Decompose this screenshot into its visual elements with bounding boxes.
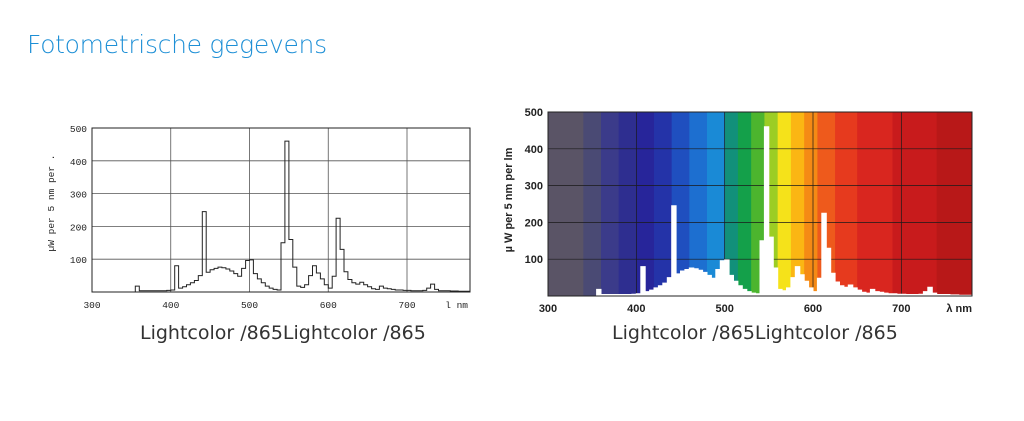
spectrum-curve <box>131 140 471 293</box>
plot-frame <box>547 111 973 297</box>
spectrum-band <box>835 112 858 296</box>
y-tick-label: 500 <box>525 107 543 119</box>
spectrum-band <box>790 112 805 296</box>
spectrum-band <box>724 112 739 296</box>
y-tick-label: 100 <box>70 255 87 266</box>
y-tick-label: 100 <box>525 254 543 266</box>
spectral-chart-monochrome: 300 400 500 600 700 l nm 100 200 300 400 500 µW per… <box>46 124 471 311</box>
y-tick-label: 400 <box>525 144 543 156</box>
spectrum-band <box>737 112 752 296</box>
spectrum-band <box>618 112 637 296</box>
x-tick-label: 500 <box>715 303 733 315</box>
spectrum-band <box>548 112 584 296</box>
y-axis-label: µW per 5 nm per . <box>46 155 57 252</box>
x-tick-label: 400 <box>627 303 645 315</box>
y-tick-label: 200 <box>70 222 87 233</box>
x-tick-label: 600 <box>804 303 822 315</box>
plot-frame <box>91 127 471 293</box>
x-tick-label: 400 <box>162 300 179 311</box>
spectrum-band <box>936 112 973 296</box>
spectrum-band <box>654 112 673 296</box>
y-tick-label: 200 <box>525 217 543 229</box>
x-tick-label: 300 <box>83 300 100 311</box>
spectrum-curve <box>592 126 973 297</box>
spectral-chart-color: 300 400 500 600 700 λ nm 100 200 300 400 500 µ W pe… <box>503 107 973 315</box>
y-tick-label: 500 <box>70 124 87 135</box>
y-axis-label: µ W per 5 nm per lm <box>503 147 515 252</box>
x-tick-label: 600 <box>320 300 337 311</box>
spectrum-band <box>601 112 620 296</box>
x-tick-label: 500 <box>241 300 258 311</box>
x-tick-label: 700 <box>892 303 910 315</box>
spectrum-band <box>689 112 708 296</box>
y-tick-label: 300 <box>70 190 87 201</box>
spectrum-band <box>707 112 726 296</box>
page-title: Fotometrische gegevens <box>27 30 327 59</box>
spectrum-band <box>892 112 938 296</box>
spectrum-band <box>857 112 893 296</box>
x-tick-label: 700 <box>398 300 415 311</box>
spectrum-band <box>636 112 655 296</box>
chart-caption-right: Lightcolor /865Lightcolor /865 <box>612 322 898 344</box>
spectrum-band <box>777 112 792 296</box>
y-tick-label: 300 <box>525 181 543 193</box>
x-axis-unit: l nm <box>445 300 468 311</box>
x-axis-unit: λ nm <box>946 303 972 315</box>
spectrum-band <box>583 112 602 296</box>
spectrum-band <box>804 112 818 296</box>
chart-caption-left: Lightcolor /865Lightcolor /865 <box>140 322 426 344</box>
y-tick-label: 400 <box>70 157 87 168</box>
x-tick-label: 300 <box>539 303 557 315</box>
